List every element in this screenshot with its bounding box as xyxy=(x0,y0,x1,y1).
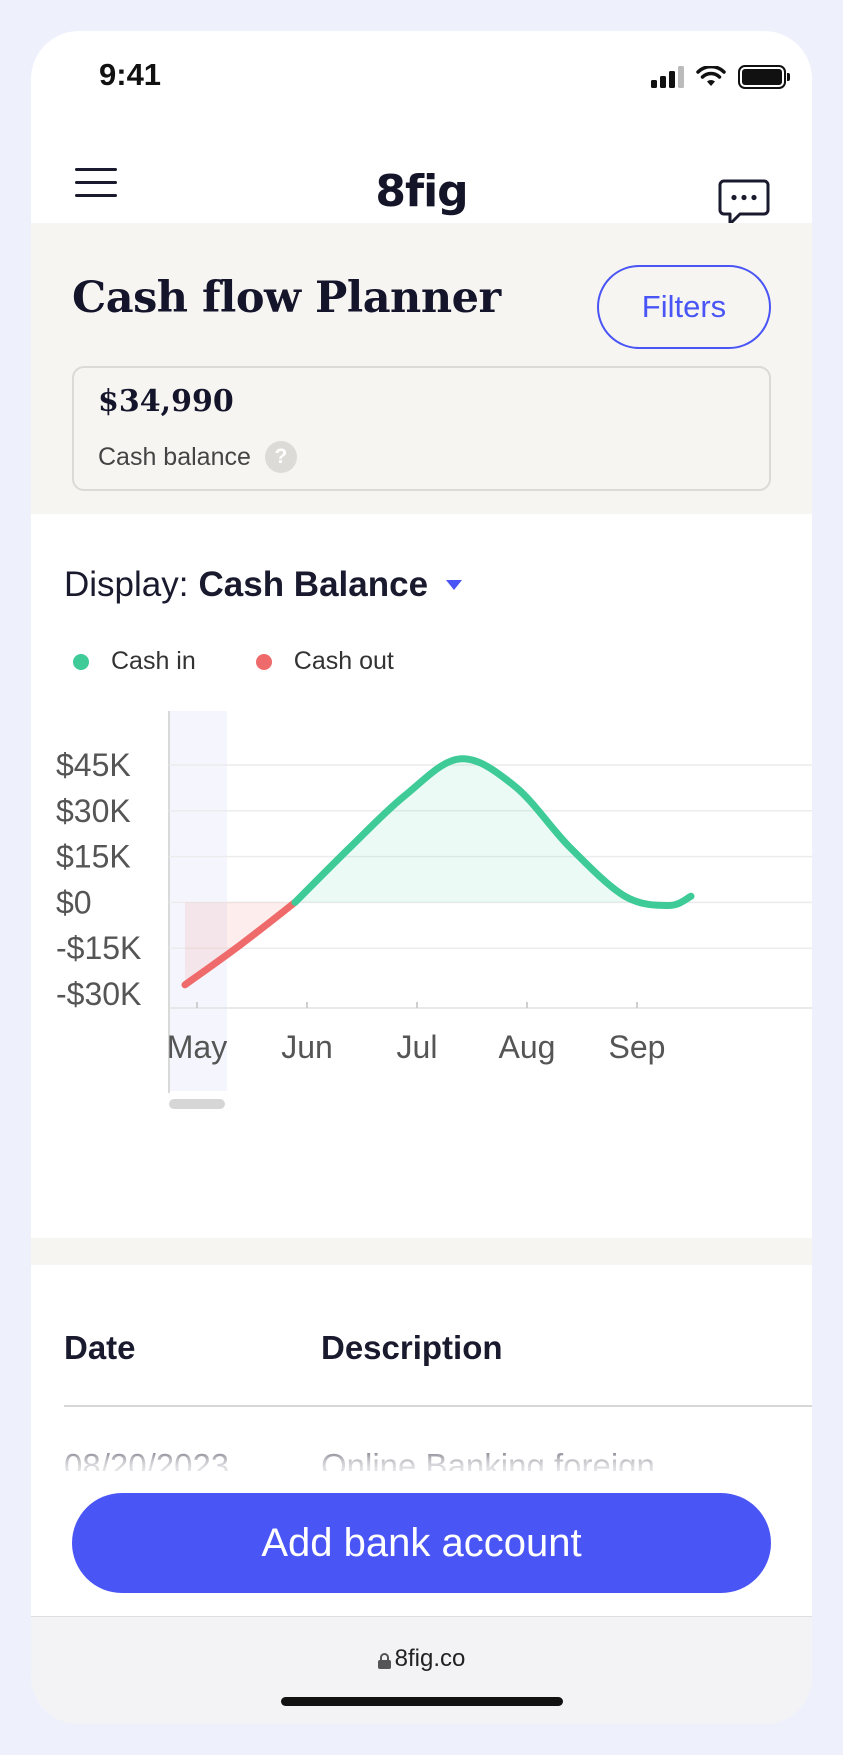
y-tick-label-4: -$15K xyxy=(56,930,141,966)
x-tick-label-0: May xyxy=(167,1029,227,1065)
legend-item-cash-in: Cash in xyxy=(73,647,196,676)
x-tick-label-1: Jun xyxy=(281,1029,333,1065)
table-header: Date Description xyxy=(31,1265,812,1405)
help-icon[interactable]: ? xyxy=(264,441,297,473)
x-tick-label-2: Jul xyxy=(397,1029,438,1065)
cash-balance-chart[interactable]: $45K $30K $15K $0 -$15K -$30K May Jun Jul Aug Sep xyxy=(31,711,812,1231)
y-tick-label-5: -$30K xyxy=(56,976,141,1012)
column-header-date[interactable]: Date xyxy=(64,1329,136,1366)
status-icons xyxy=(651,65,790,89)
chat-icon[interactable] xyxy=(718,178,770,228)
cash-balance-card: $34,990 Cash balance ? xyxy=(72,366,771,491)
wifi-icon xyxy=(696,66,726,86)
legend-label-cash-in: Cash in xyxy=(111,647,196,675)
cash-balance-label: Cash balance xyxy=(98,442,251,471)
table-row[interactable]: 08/20/2023 Online Banking foreign… xyxy=(31,1409,812,1484)
cash-balance-value: $34,990 xyxy=(98,384,234,419)
signal-icon xyxy=(651,66,684,88)
chevron-down-icon xyxy=(446,580,463,590)
x-axis-labels: May Jun Jul Aug Sep xyxy=(167,1029,666,1109)
x-tick-label-3: Aug xyxy=(499,1029,556,1065)
y-tick-label-1: $30K xyxy=(56,793,131,829)
page-title: Cash flow Planner xyxy=(72,273,501,323)
display-value: Cash Balance xyxy=(198,565,429,604)
chart-legend: Cash in Cash out xyxy=(73,647,394,676)
cta-area: Add bank account xyxy=(31,1471,812,1616)
browser-url-bar[interactable]: 8fig.co xyxy=(31,1616,812,1724)
home-indicator[interactable] xyxy=(281,1697,563,1706)
section-divider xyxy=(31,1238,812,1265)
cash-balance-label-row: Cash balance ? xyxy=(98,441,297,473)
planner-header: Cash flow Planner Filters $34,990 Cash b… xyxy=(31,223,812,514)
legend-dot-cash-in xyxy=(73,653,89,670)
cash-in-line xyxy=(291,755,695,909)
menu-icon[interactable] xyxy=(75,168,117,198)
url-text: 8fig.co xyxy=(394,1645,466,1672)
phone-screen: 9:41 8fig Cash flow Planner Filters $34 xyxy=(31,31,812,1724)
battery-icon xyxy=(738,65,790,89)
table-header-divider xyxy=(64,1405,812,1407)
app-logo: 8fig xyxy=(375,166,468,217)
chart-scrollbar xyxy=(169,1099,225,1109)
scroll-shade xyxy=(169,711,227,1091)
legend-item-cash-out: Cash out xyxy=(255,647,394,676)
y-tick-label-0: $45K xyxy=(56,747,131,783)
cash-in-area xyxy=(295,758,691,906)
add-bank-account-button[interactable]: Add bank account xyxy=(72,1493,771,1593)
top-nav: 8fig xyxy=(31,126,812,226)
cash-out-line xyxy=(181,898,299,989)
legend-label-cash-out: Cash out xyxy=(293,647,394,675)
legend-dot-cash-out xyxy=(255,653,272,670)
display-selector[interactable]: Display: Cash Balance xyxy=(64,565,463,605)
status-bar: 9:41 xyxy=(31,31,812,126)
y-tick-label-3: $0 xyxy=(56,884,92,920)
status-time: 9:41 xyxy=(99,57,162,92)
chart-areas xyxy=(185,758,691,985)
url-display[interactable]: 8fig.co xyxy=(31,1645,812,1673)
x-axis-ticks xyxy=(196,1002,638,1008)
x-tick-label-4: Sep xyxy=(609,1029,666,1065)
chart-lines xyxy=(181,755,695,989)
y-axis-labels: $45K $30K $15K $0 -$15K -$30K xyxy=(56,747,141,1012)
y-tick-label-2: $15K xyxy=(56,839,131,875)
column-header-description[interactable]: Description xyxy=(321,1329,503,1366)
lock-icon xyxy=(377,1652,391,1669)
display-prefix: Display: xyxy=(64,565,189,604)
filters-button[interactable]: Filters xyxy=(597,265,771,349)
